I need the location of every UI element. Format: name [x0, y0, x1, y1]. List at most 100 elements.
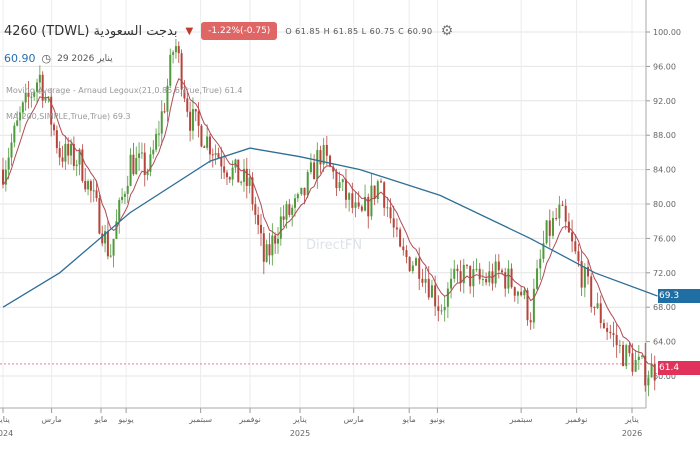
candle-body — [303, 187, 306, 196]
candle-body — [206, 136, 209, 148]
candle-body — [87, 181, 90, 190]
candle-body — [203, 146, 206, 148]
candle-body — [194, 109, 197, 112]
candle-body — [231, 167, 234, 180]
candle-body — [430, 285, 433, 298]
candle-body — [593, 306, 596, 309]
candle-body — [536, 268, 539, 289]
candle-body — [169, 54, 172, 86]
candle-body — [279, 216, 282, 239]
last-price: 60.90 — [4, 52, 36, 65]
candle-body — [609, 331, 612, 334]
candle-body — [539, 258, 542, 269]
price-date: 29 2026 يناير — [57, 53, 113, 64]
candle-body — [121, 196, 124, 201]
candle-body — [84, 180, 87, 190]
chart-header: 4260 (TDWL) بدجت السعودية ▼ -1.22%(-0.75… — [4, 22, 453, 40]
candle-body — [197, 111, 200, 126]
candle-body — [574, 241, 577, 252]
candle-body — [10, 142, 13, 158]
candle-body — [4, 169, 7, 185]
y-tick-label: 68.00 — [653, 303, 676, 312]
indicator-sma[interactable]: MA(200,SIMPLE,True,True) 69.3 — [6, 112, 131, 121]
candle-body — [81, 149, 84, 181]
x-tick-label: يناير — [292, 415, 307, 424]
candle-body — [389, 207, 392, 219]
candle-body — [501, 270, 504, 273]
candle-body — [143, 152, 146, 176]
candle-body — [174, 46, 177, 53]
candle-body — [106, 231, 109, 257]
candle-body — [577, 251, 580, 262]
candle-body — [548, 220, 551, 236]
candle-body — [200, 125, 203, 147]
candle-body — [408, 256, 411, 272]
candle-body — [220, 157, 223, 167]
candle-body — [424, 278, 427, 283]
candle-body — [602, 323, 605, 329]
candle-body — [138, 153, 141, 159]
y-tick-label: 64.00 — [653, 338, 676, 347]
y-tick-label: 92.00 — [653, 97, 676, 106]
candle-body — [434, 285, 437, 307]
candle-body — [177, 46, 180, 54]
candle-body — [351, 193, 354, 208]
candle-body — [44, 97, 47, 101]
candle-body — [437, 306, 440, 311]
candle-body — [115, 221, 118, 239]
candle-body — [38, 74, 41, 83]
alma-line — [2, 77, 656, 368]
candle-body — [520, 291, 523, 296]
candle-body — [240, 181, 243, 183]
candle-body — [72, 143, 75, 166]
gear-icon[interactable]: ⚙ — [440, 23, 454, 39]
candle-body — [481, 279, 484, 281]
candle-body — [507, 268, 510, 289]
candle-body — [637, 356, 640, 360]
candle-body — [132, 154, 135, 175]
candle-body — [313, 162, 316, 180]
candle-body — [561, 204, 564, 206]
candle-body — [360, 206, 363, 211]
candle-body — [558, 204, 561, 219]
y-tick-label: 60.00 — [653, 372, 676, 381]
candle-body — [251, 177, 254, 205]
x-tick-label: سبتمبر — [188, 415, 212, 424]
candle-body — [257, 214, 260, 225]
candle-body — [325, 144, 328, 156]
candle-body — [78, 149, 81, 165]
candle-body — [89, 181, 92, 191]
candle-body — [641, 355, 644, 357]
candle-body — [364, 196, 367, 211]
candle-body — [140, 152, 143, 154]
symbol-title: 4260 (TDWL) بدجت السعودية — [4, 23, 178, 39]
candle-body — [631, 353, 634, 372]
change-badge: -1.22%(-0.75) — [201, 22, 278, 40]
y-tick-label: 96.00 — [653, 62, 676, 71]
x-tick-label: مايو — [402, 415, 416, 424]
candle-body — [516, 291, 519, 296]
y-tick-label: 84.00 — [653, 166, 676, 175]
candle-body — [402, 246, 405, 251]
candle-body — [265, 244, 268, 262]
candle-body — [606, 328, 609, 332]
candle-body — [208, 136, 211, 155]
candle-body — [53, 124, 56, 131]
candle-body — [214, 153, 217, 155]
candle-body — [513, 287, 516, 296]
candle-body — [625, 345, 628, 367]
candle-body — [242, 168, 245, 182]
candle-body — [186, 98, 189, 112]
candle-body — [529, 320, 532, 323]
indicator-alma[interactable]: Moving Average - Arnaud Legoux(21,0.85,6… — [6, 86, 243, 95]
candle-body — [564, 205, 567, 222]
candle-body — [418, 258, 421, 279]
candle-body — [622, 344, 625, 367]
candle-body — [61, 157, 64, 162]
candle-body — [211, 154, 214, 156]
candle-body — [24, 92, 27, 103]
candle-body — [456, 268, 459, 272]
candle-body — [580, 261, 583, 288]
candle-body — [453, 268, 456, 279]
